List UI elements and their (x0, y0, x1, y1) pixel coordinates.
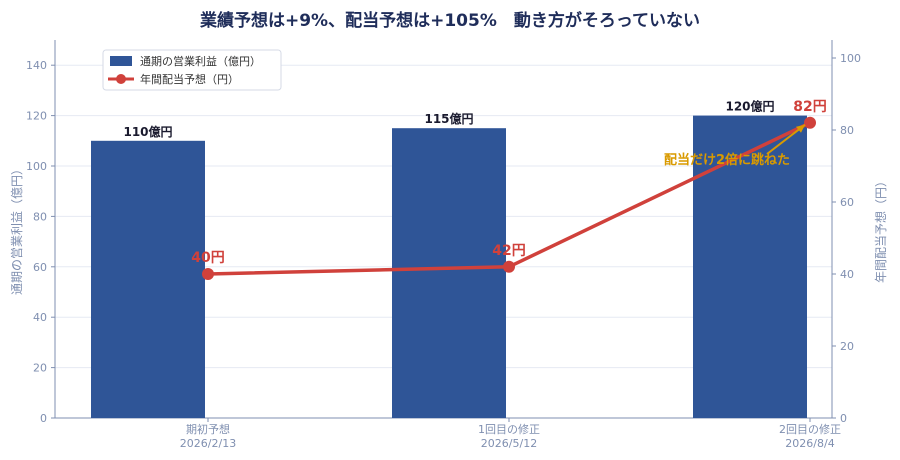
x-tick-label-date: 2026/8/4 (785, 437, 834, 450)
x-tick-label: 期初予想 (186, 422, 230, 436)
y-tick-label-left: 140 (26, 59, 47, 72)
y-tick-label-right: 20 (840, 340, 854, 353)
line-data-label: 82円 (793, 99, 826, 115)
bar-data-label: 110億円 (123, 124, 172, 139)
data-labels: 110億円 115億円 120億円 40円 42円 82円 (123, 99, 826, 266)
bar-data-label: 120億円 (725, 99, 774, 114)
legend-swatch-marker (116, 74, 126, 84)
line-data-label: 42円 (492, 243, 525, 259)
y-tick-label-right: 100 (840, 52, 861, 65)
y-tick-label-left: 0 (40, 412, 47, 425)
chart-title: 業績予想は+9%、配当予想は+105% 動き方がそろっていない (200, 10, 700, 31)
x-tick-label: 1回目の修正 (478, 422, 540, 436)
y-tick-label-left: 80 (33, 210, 47, 223)
y-tick-label-left: 20 (33, 362, 47, 375)
line-point (503, 260, 515, 273)
y-tick-label-right: 60 (840, 196, 854, 209)
y-tick-label-left: 100 (26, 160, 47, 173)
x-tick-label: 2回目の修正 (779, 422, 841, 436)
bar (392, 128, 506, 418)
bar-series (91, 115, 807, 419)
line-point (804, 116, 816, 129)
x-tick-label-date: 2026/2/13 (180, 437, 236, 450)
legend-label-bar: 通期の営業利益（億円） (140, 54, 261, 68)
y-axis-title-right: 年間配当予想（円） (873, 175, 888, 283)
legend: 通期の営業利益（億円） 年間配当予想（円） (102, 49, 282, 91)
y-tick-label-left: 60 (33, 261, 47, 274)
x-tick-label-date: 2026/5/12 (481, 437, 537, 450)
annotation-arrowhead (796, 124, 805, 133)
y-tick-label-right: 0 (840, 412, 847, 425)
legend-box (102, 49, 282, 91)
y-tick-label-right: 40 (840, 268, 854, 281)
y-tick-label-right: 80 (840, 124, 854, 137)
line-series (202, 116, 816, 280)
y-tick-label-left: 40 (33, 311, 47, 324)
annotation-text: 配当だけ2倍に跳ねた (664, 152, 790, 168)
y-axis-title-left: 通期の営業利益（億円） (10, 163, 24, 295)
line-point (202, 268, 214, 280)
bar (693, 115, 807, 418)
y-tick-label-left: 120 (26, 110, 47, 123)
annotation: 配当だけ2倍に跳ねた (664, 124, 806, 168)
legend-label-line: 年間配当予想（円） (140, 72, 239, 86)
line-data-label: 40円 (191, 250, 224, 266)
bar (91, 140, 205, 419)
legend-swatch-bar (110, 56, 132, 66)
bar-data-label: 115億円 (424, 111, 473, 126)
